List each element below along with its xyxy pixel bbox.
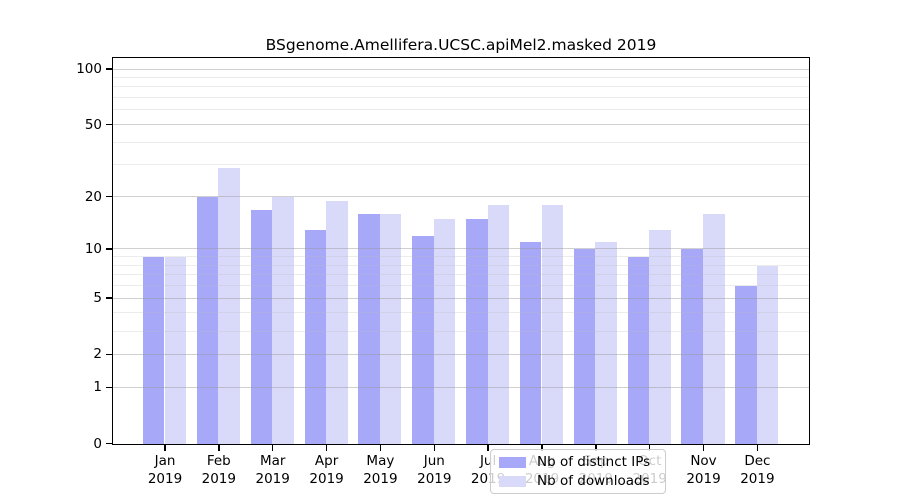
bar-downloads-apr [326, 200, 348, 444]
bar-distinct-ips-apr [304, 229, 327, 444]
bar-downloads-sep [595, 242, 617, 444]
y-tick-20 [106, 195, 112, 198]
bar-downloads-jun [433, 219, 456, 444]
bar-distinct-ips-feb [196, 197, 219, 444]
gridline-30 [113, 164, 809, 166]
bar-downloads-feb [218, 168, 240, 444]
legend: Nb of distinct IPs Nb of downloads [490, 449, 666, 494]
x-tick-label-apr: Apr 2019 [309, 453, 344, 487]
y-tick-label-50: 50 [84, 116, 102, 133]
y-tick-100 [106, 68, 112, 70]
plot-area: Nb of distinct IPs Nb of downloads [112, 57, 810, 494]
bar-distinct-ips-sep [573, 249, 596, 444]
x-tick-label-nov: Nov 2019 [686, 453, 721, 487]
gridline-20 [113, 196, 809, 197]
x-tick-jun [433, 445, 435, 451]
x-tick-jul [487, 445, 489, 451]
x-tick-feb [218, 445, 220, 451]
gridline-90 [113, 77, 809, 78]
x-tick-label-mar: Mar 2019 [255, 453, 290, 487]
gridline-2 [113, 353, 809, 355]
bar-distinct-ips-dec [735, 286, 757, 444]
gridline-4 [113, 312, 809, 314]
bar-distinct-ips-jul [466, 219, 488, 444]
gridline-1 [113, 386, 809, 388]
gridline-9 [113, 256, 809, 258]
legend-item-distinct-ips: Nb of distinct IPs [499, 453, 665, 470]
gridline-40 [113, 141, 809, 143]
y-tick-label-1: 1 [93, 379, 102, 396]
y-tick-1 [106, 386, 112, 388]
x-tick-label-may: May 2019 [363, 453, 398, 487]
legend-label-distinct-ips: Nb of distinct IPs [537, 453, 651, 470]
y-tick-label-20: 20 [84, 188, 102, 205]
gridline-80 [113, 86, 809, 88]
bar-distinct-ips-may [358, 214, 380, 444]
gridline-70 [113, 97, 809, 99]
gridline-6 [113, 285, 809, 287]
bar-distinct-ips-nov [681, 249, 703, 444]
chart-title: BSgenome.Amellifera.UCSC.apiMel2.masked … [265, 36, 657, 54]
gridline-7 [113, 274, 809, 276]
legend-swatch-downloads [499, 475, 526, 487]
y-tick-label-5: 5 [93, 290, 102, 307]
bar-distinct-ips-jan [142, 257, 165, 444]
gridline-8 [113, 264, 809, 266]
x-tick-label-feb: Feb 2019 [201, 453, 236, 487]
x-tick-apr [325, 445, 328, 451]
y-tick-label-2: 2 [93, 346, 102, 363]
gridline-10 [113, 248, 809, 250]
x-tick-aug [541, 445, 543, 451]
bar-downloads-may [379, 214, 402, 444]
bar-downloads-jan [164, 257, 187, 444]
y-tick-label-0: 0 [93, 435, 102, 452]
bar-downloads-nov [703, 214, 725, 444]
x-tick-oct [648, 445, 651, 451]
bar-downloads-mar [272, 197, 294, 444]
bar-distinct-ips-mar [250, 209, 273, 444]
x-tick-nov [702, 445, 705, 451]
x-tick-label-dec: Dec 2019 [740, 453, 775, 487]
x-tick-may [379, 445, 382, 451]
x-tick-dec [756, 445, 759, 451]
bar-distinct-ips-aug [519, 242, 542, 444]
x-tick-label-jan: Jan 2019 [147, 453, 183, 487]
y-tick-label-10: 10 [84, 240, 102, 257]
gridline-60 [113, 109, 809, 111]
bar-distinct-ips-jun [412, 235, 434, 444]
legend-item-downloads: Nb of downloads [499, 472, 665, 489]
legend-swatch-distinct-ips [499, 456, 526, 468]
bar-downloads-aug [541, 205, 564, 444]
y-tick-label-100: 100 [76, 61, 102, 77]
bar-distinct-ips-oct [627, 257, 650, 444]
x-tick-mar [271, 445, 274, 451]
bar-downloads-dec [756, 265, 779, 444]
x-tick-sep [595, 445, 597, 451]
y-tick-50 [106, 123, 112, 126]
gridline-3 [113, 330, 809, 332]
y-tick-5 [106, 297, 112, 299]
legend-label-downloads: Nb of downloads [537, 472, 650, 489]
gridline-100 [113, 68, 809, 70]
x-tick-jan [164, 445, 166, 451]
bar-downloads-oct [649, 229, 671, 444]
x-tick-label-jun: Jun 2019 [417, 453, 452, 487]
gridline-5 [113, 297, 809, 299]
bar-downloads-jul [487, 205, 510, 444]
y-tick-2 [106, 353, 112, 356]
y-tick-10 [106, 248, 112, 250]
y-tick-0 [106, 442, 112, 445]
gridline-50 [113, 124, 809, 125]
